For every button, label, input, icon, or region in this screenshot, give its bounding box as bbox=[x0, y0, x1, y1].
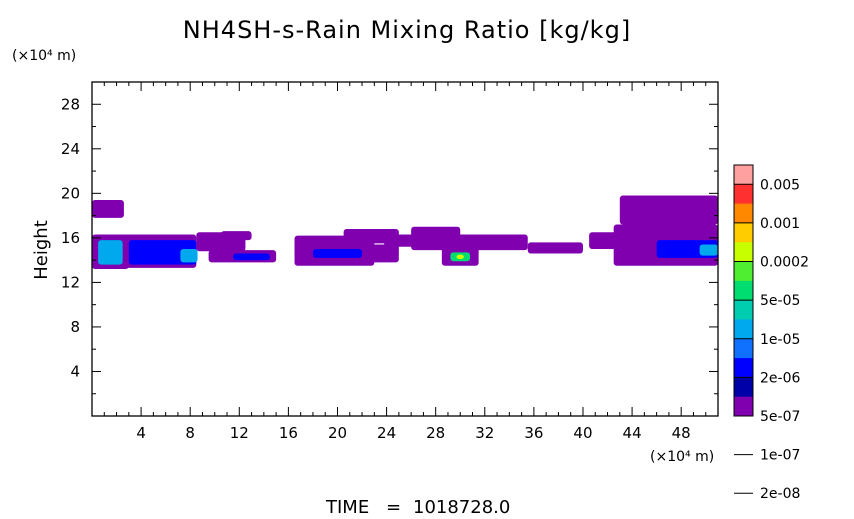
x-tick-label-11: 48 bbox=[672, 424, 691, 442]
x-tick-label-8: 36 bbox=[524, 424, 543, 442]
data-region-25 bbox=[619, 195, 718, 225]
y-tick-label-1: 8 bbox=[70, 318, 80, 336]
data-region-4 bbox=[128, 240, 197, 265]
data-region-2 bbox=[98, 240, 123, 265]
data-region-9 bbox=[233, 253, 270, 261]
x-tick-label-1: 8 bbox=[185, 424, 195, 442]
x-tick-label-5: 24 bbox=[377, 424, 396, 442]
colorbar-swatch-12 bbox=[734, 396, 753, 417]
time-label: TIME bbox=[325, 497, 369, 518]
colorbar-swatch-6 bbox=[734, 280, 753, 301]
data-region-20 bbox=[456, 254, 464, 260]
x-tick-label-9: 40 bbox=[573, 424, 592, 442]
colorbar-label-8: 2e-08 bbox=[760, 486, 800, 502]
time-equals: = bbox=[386, 497, 401, 518]
time-value: 1018728.0 bbox=[413, 497, 510, 518]
colorbar-swatch-9 bbox=[734, 338, 753, 359]
colorbar-label-1: 0.001 bbox=[760, 216, 800, 232]
colorbar-label-6: 5e-07 bbox=[760, 409, 800, 425]
y-tick-label-3: 16 bbox=[61, 229, 80, 247]
y-tick-label-0: 4 bbox=[70, 362, 80, 380]
y-tick-label-5: 24 bbox=[61, 140, 80, 158]
y-axis-unit: (×10⁴ m) bbox=[12, 48, 76, 64]
data-region-14 bbox=[362, 244, 399, 263]
y-tick-label-6: 28 bbox=[61, 95, 80, 113]
colorbar-swatch-7 bbox=[734, 300, 753, 320]
x-tick-label-6: 28 bbox=[426, 424, 445, 442]
data-region-15 bbox=[384, 234, 418, 247]
x-tick-label-2: 12 bbox=[230, 424, 249, 442]
data-region-12 bbox=[312, 249, 363, 258]
colorbar-swatch-2 bbox=[734, 203, 753, 224]
colorbar: 0.005 0.001 0.0002 5e-05 1e-05 2e-06 5e-07 1e-0… bbox=[733, 164, 809, 502]
data-region-23 bbox=[589, 232, 620, 249]
chart-title: NH4SH-s-Rain Mixing Ratio [kg/kg] bbox=[183, 16, 631, 44]
colorbar-label-2: 0.0002 bbox=[760, 255, 809, 271]
x-axis-unit: (×10⁴ m) bbox=[650, 449, 714, 465]
colorbar-swatch-10 bbox=[734, 358, 753, 378]
colorbar-swatch-11 bbox=[734, 377, 753, 398]
colorbar-label-5: 2e-06 bbox=[760, 370, 800, 386]
x-tick-label-3: 16 bbox=[279, 424, 298, 442]
data-region-22 bbox=[527, 242, 583, 254]
data-region-28 bbox=[699, 244, 718, 256]
x-tick-label-4: 20 bbox=[328, 424, 347, 442]
x-tick-label-0: 4 bbox=[136, 424, 146, 442]
x-tick-label-7: 32 bbox=[475, 424, 494, 442]
data-region-5 bbox=[180, 249, 198, 263]
colorbar-label-4: 1e-05 bbox=[760, 332, 800, 348]
y-axis-label: Height bbox=[31, 220, 52, 280]
colorbar-label-7: 1e-07 bbox=[760, 448, 800, 464]
data-region-7 bbox=[220, 231, 252, 241]
colorbar-swatch-3 bbox=[734, 222, 753, 243]
colorbar-swatch-8 bbox=[734, 319, 753, 340]
colorbar-label-0: 0.005 bbox=[760, 177, 800, 193]
data-regions bbox=[92, 195, 718, 270]
data-region-21 bbox=[472, 237, 510, 247]
data-region-0 bbox=[92, 200, 124, 218]
colorbar-swatch-4 bbox=[734, 242, 753, 263]
colorbar-swatch-5 bbox=[734, 261, 753, 282]
colorbar-swatch-1 bbox=[734, 184, 753, 205]
y-tick-label-2: 12 bbox=[61, 273, 80, 291]
colorbar-label-3: 5e-05 bbox=[760, 293, 800, 309]
y-tick-label-4: 20 bbox=[61, 184, 80, 202]
x-tick-label-10: 44 bbox=[623, 424, 642, 442]
colorbar-swatch-0 bbox=[734, 165, 753, 185]
plot-frame bbox=[91, 81, 719, 417]
